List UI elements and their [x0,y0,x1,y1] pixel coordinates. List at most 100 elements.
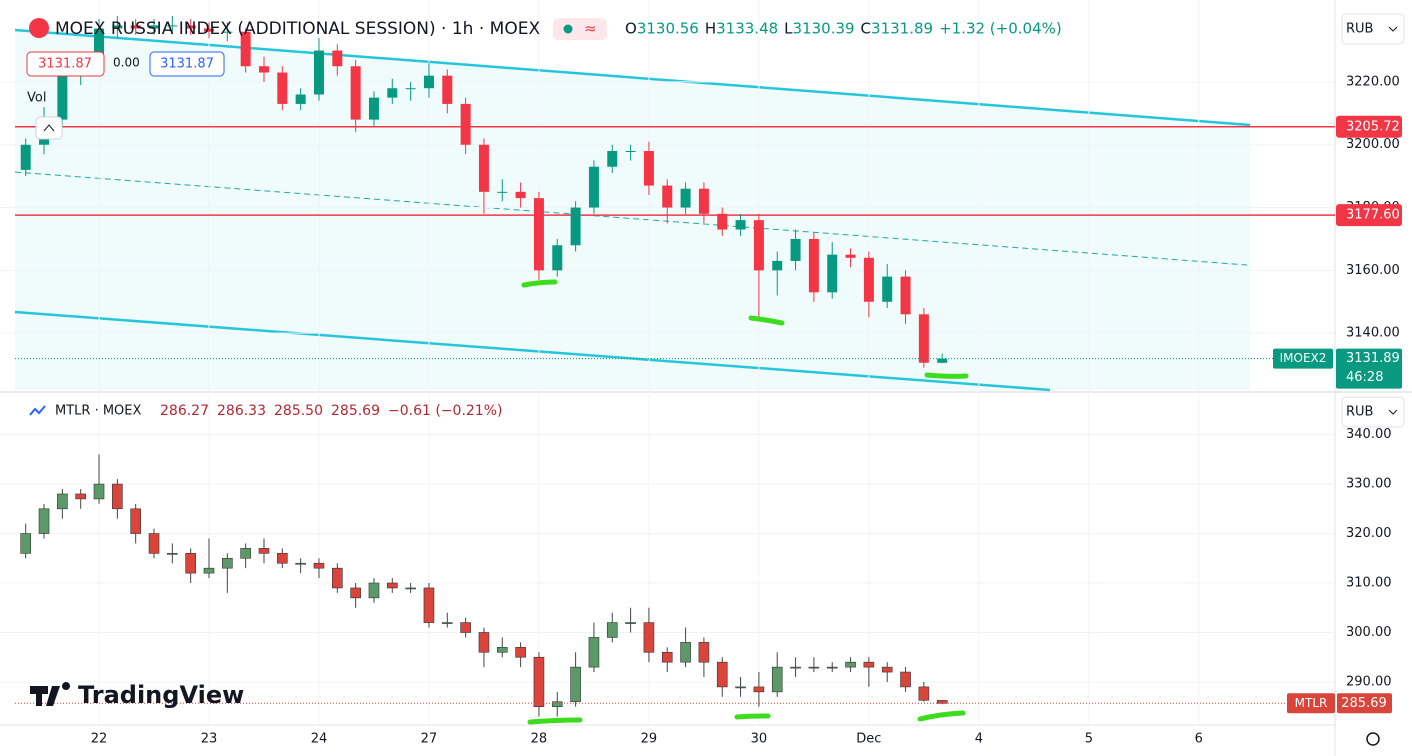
candle-body [533,198,544,271]
y-tick-label: 290.00 [1346,674,1392,689]
y-tick-label: 300.00 [1346,625,1392,640]
highlight [917,710,966,722]
candle-body [130,25,141,29]
candle-body [808,666,820,669]
bid-box[interactable] [26,51,105,77]
candle-body [149,25,160,29]
candle-body [625,622,636,624]
candle-body [460,622,471,633]
price-line-label: 3177.60 [1346,208,1400,223]
candle-body [405,587,416,590]
currency-button[interactable] [1341,13,1405,45]
candle-body [882,276,893,302]
ohlc-value: 286.27 [160,403,209,419]
ohlc-letter: C [861,20,871,38]
collapse-button[interactable] [35,116,63,140]
candle-body [552,245,563,271]
x-tick-label: 30 [751,732,768,747]
candle-body [423,75,434,89]
candle-body [112,483,123,510]
candle-body [735,686,746,689]
channel-mid [14,171,1248,266]
candle-body [57,493,68,510]
countdown: 46:28 [1346,370,1383,385]
candle-body [386,582,398,589]
currency-caret [1388,26,1398,32]
settings-icon[interactable] [1366,732,1380,746]
candle-body [625,151,636,153]
symbol-box [1273,348,1333,369]
candle-body [332,50,343,67]
candle-body [204,28,214,32]
last-price-box [1337,693,1392,714]
candle-body [643,622,655,653]
candle-body [441,622,453,624]
price-line-box [1336,115,1402,138]
x-tick-label: 6 [1195,732,1203,747]
channel-top [14,28,1251,127]
ohlc-letter: L [784,20,793,38]
candle-body [368,97,379,120]
candle-body [790,666,801,669]
y-tick-label: 330.00 [1346,477,1392,492]
candle-body [222,31,233,33]
last-price: 285.69 [1341,696,1387,711]
candle-body [937,358,948,363]
candle-body [753,686,765,693]
candle-body [551,701,563,707]
candle-body [350,66,361,120]
candle-body [258,548,270,554]
symbol-title: MTLR · MOEX [55,404,141,419]
ask-box[interactable] [149,51,225,77]
candle-body [845,254,856,258]
candle-body [295,94,306,104]
candle-body [350,587,361,599]
candle-body [863,257,874,302]
candle-body [277,553,288,564]
x-tick-label: 29 [641,732,658,747]
y-tick-label: 3220.00 [1346,74,1400,89]
candle-body [863,661,875,668]
x-tick-label: 4 [975,732,983,747]
change: +1.32 (+0.04%) [939,20,1062,38]
candle-body [845,661,856,668]
candle-body [533,656,545,707]
candle-body [222,557,233,569]
candle-body [900,671,911,688]
candle-body [771,666,783,693]
candle-body [94,28,105,67]
candle-body [680,642,691,663]
candle-body [698,188,709,214]
status-dot [563,24,573,34]
ohlc-value: 286.33 [217,403,266,419]
ohlc-value: 3130.56 [637,20,699,38]
currency: RUB [1346,22,1373,37]
ohlc-value: 3133.48 [716,20,778,38]
candle-body [185,553,196,574]
candle-body [20,533,32,554]
symbol-label: IMOEX2 [1280,351,1327,365]
last-price-box [1336,348,1402,389]
candle-body [716,661,728,688]
y-tick-label: 340.00 [1346,427,1392,442]
candle-body [442,75,453,104]
candle-body [277,72,288,104]
channel-bottom [14,310,1051,392]
candle-body [75,493,86,500]
candles [0,0,1335,725]
x-tick-label: 22 [91,732,108,747]
currency-button[interactable] [1341,396,1405,428]
candle-body [515,647,526,658]
price-line-label: 3205.72 [1346,119,1400,134]
highlights [521,279,969,725]
currency: RUB [1346,405,1373,420]
candle-body [57,75,68,120]
symbol-box [1287,693,1335,714]
ohlc-legend: 286.27 286.33 285.50 285.69 −0.61 (−0.21%) [160,403,502,419]
volume-label: Vol [27,91,46,106]
x-tick-label: 27 [421,732,438,747]
candle-body [735,220,746,230]
ohlc-letter: O [625,20,637,38]
